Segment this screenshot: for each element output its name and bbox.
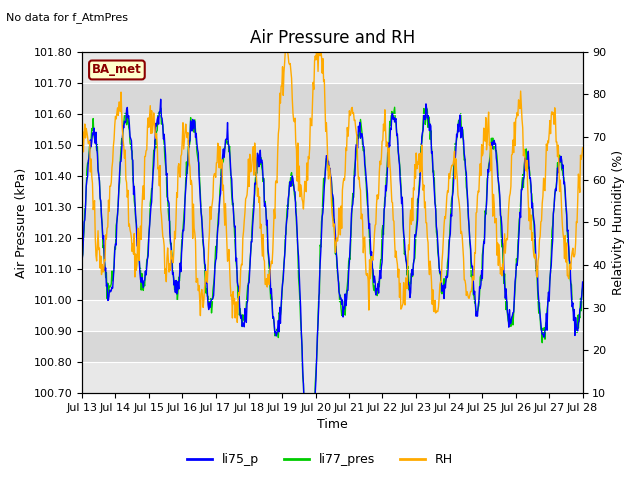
X-axis label: Time: Time [317, 419, 348, 432]
Text: No data for f_AtmPres: No data for f_AtmPres [6, 12, 129, 23]
Bar [82, 176, 582, 207]
Bar [82, 114, 582, 145]
Legend: li75_p, li77_pres, RH: li75_p, li77_pres, RH [182, 448, 458, 471]
Bar [82, 362, 582, 393]
Bar [82, 83, 582, 114]
Bar [82, 269, 582, 300]
Bar [82, 300, 582, 331]
Y-axis label: Air Pressure (kPa): Air Pressure (kPa) [15, 168, 28, 277]
Bar [82, 145, 582, 176]
Bar [82, 207, 582, 238]
Y-axis label: Relativity Humidity (%): Relativity Humidity (%) [612, 150, 625, 295]
Bar [82, 52, 582, 83]
Text: BA_met: BA_met [92, 63, 142, 76]
Bar [82, 238, 582, 269]
Bar [82, 331, 582, 362]
Title: Air Pressure and RH: Air Pressure and RH [250, 29, 415, 48]
